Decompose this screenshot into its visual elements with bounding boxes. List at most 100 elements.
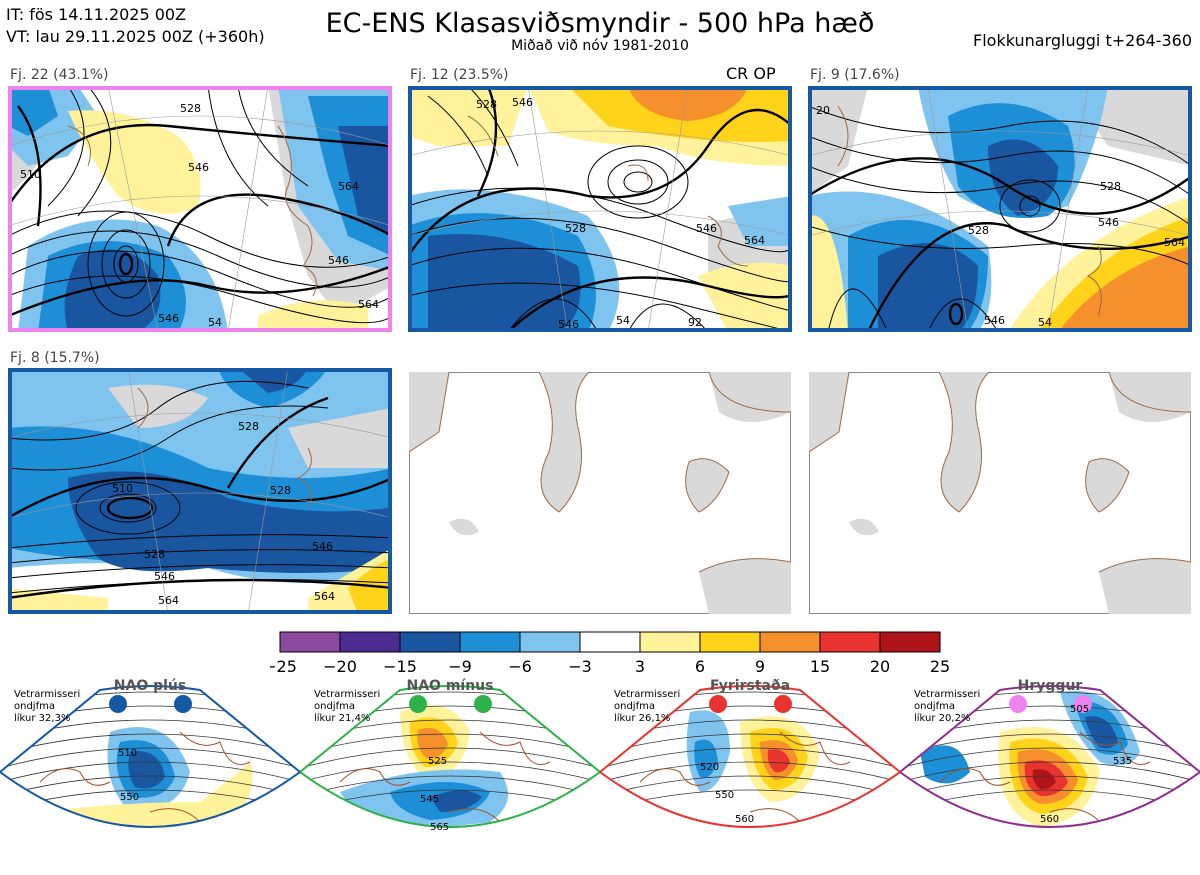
- regime-contour-label: 550: [715, 790, 734, 801]
- contour-label: 528: [968, 224, 989, 237]
- colorbar-swatch: [819, 631, 881, 653]
- contour-label: 528: [180, 102, 201, 115]
- regime-frame: [0, 685, 302, 828]
- contour-label: 546: [512, 96, 533, 109]
- contour-label: 528: [565, 222, 586, 235]
- anomaly-fill: [1085, 716, 1118, 749]
- colorbar-swatch: [459, 631, 521, 653]
- colorbar-tick-label: −6: [508, 657, 532, 676]
- contour-label: 564: [158, 594, 179, 607]
- contour-label: 528: [144, 548, 165, 561]
- cluster-map-2: 528 528 546 564 54 546 92 546: [408, 86, 792, 332]
- contour-label: 54: [1038, 316, 1052, 329]
- regime-frame: [598, 685, 902, 828]
- regime-name: Fyrirstaða: [710, 678, 790, 694]
- cluster-map-4: 510 528 546 564 546 528 528 564: [8, 368, 392, 614]
- regime-dot: [109, 695, 127, 713]
- regime-contour-label: 560: [1040, 814, 1059, 825]
- colorbar-swatch: [879, 631, 941, 653]
- colorbar-tick-label: −25: [270, 657, 297, 676]
- contour-label: 528: [238, 420, 259, 433]
- regime-note: ondjfma: [14, 701, 55, 712]
- cluster-map-1: 528 546 510 546 564 546 54 564: [8, 86, 392, 332]
- panel-frame: [8, 86, 392, 332]
- contour-label: 564: [358, 298, 379, 311]
- anomaly-fill: [430, 790, 482, 812]
- header-times: IT: fös 14.11.2025 00Z VT: lau 29.11.202…: [6, 4, 265, 48]
- anomaly-fill: [767, 749, 790, 773]
- contour-label: 546: [696, 222, 717, 235]
- regime-note: Vetrarmisseri: [314, 689, 380, 700]
- regime-frame: [898, 685, 1200, 828]
- regime-contour-label: 565: [430, 822, 449, 833]
- regime-panel: NAO mínus Vetrarmisseri ondjfma líkur 21,4%…: [298, 672, 602, 871]
- contour-label: 546: [158, 312, 179, 325]
- panel-3-label: Fj. 9 (17.6%): [810, 67, 900, 83]
- contour-label: 546: [1098, 216, 1119, 229]
- regime-contour-label: 505: [1070, 704, 1089, 715]
- colorbar-swatch: [519, 631, 581, 653]
- colorbar-tick-label: 20: [870, 657, 890, 676]
- contour-label: 510: [112, 482, 133, 495]
- colorbar-swatch: [579, 631, 641, 653]
- regime-note: ondjfma: [314, 701, 355, 712]
- anomaly-fill: [1032, 769, 1056, 790]
- contour-label: 546: [328, 254, 349, 267]
- colorbar-swatch: [699, 631, 761, 653]
- colorbar-swatch: [339, 631, 401, 653]
- colorbar-tick-label: 3: [635, 657, 645, 676]
- contour-label: 92: [688, 316, 702, 329]
- contour-label: 528: [270, 484, 291, 497]
- anomaly-fill: [417, 727, 448, 759]
- regime-frame: [298, 685, 602, 828]
- regime-contour-label: 520: [700, 762, 719, 773]
- panel-4-label: Fj. 8 (15.7%): [10, 350, 100, 366]
- colorbar-tick-label: 15: [810, 657, 830, 676]
- contour-label: 528: [476, 98, 497, 111]
- regime-note: líkur 20,2%: [914, 712, 970, 724]
- page-subtitle: Miðað við nóv 1981-2010: [511, 38, 689, 54]
- regime-contour-label: 510: [118, 748, 137, 759]
- regime-contour-label: 535: [1113, 756, 1132, 767]
- regime-contour-label: 550: [120, 792, 139, 803]
- regime-note: ondjfma: [914, 701, 955, 712]
- contour-label: 546: [984, 314, 1005, 327]
- contour-label: 564: [1164, 236, 1185, 249]
- cluster-map-3: 528 546 564 528 546 54 20: [808, 86, 1192, 332]
- panel-frame: [408, 86, 792, 332]
- colorbar-tick-label: 6: [695, 657, 705, 676]
- colorbar-swatch: [279, 631, 341, 653]
- regime-name: Hryggur: [1018, 678, 1083, 694]
- regime-dot: [774, 695, 792, 713]
- regime-note: líkur 21,4%: [314, 712, 370, 724]
- regime-name: NAO plús: [114, 678, 186, 694]
- valid-time: VT: lau 29.11.2025 00Z (+360h): [6, 27, 265, 46]
- regime-contour-label: 525: [428, 756, 447, 767]
- colorbar-tick-label: −20: [323, 657, 357, 676]
- regime-dot: [1009, 695, 1027, 713]
- regime-note: líkur 32,3%: [14, 712, 70, 724]
- contour-label: 564: [314, 590, 335, 603]
- colorbar-swatch: [759, 631, 821, 653]
- empty-map-5: [409, 372, 791, 614]
- regime-panel: Hryggur Vetrarmisseri ondjfma líkur 20,2% 50…: [898, 672, 1200, 871]
- regime-note: Vetrarmisseri: [614, 689, 680, 700]
- panel-frame: [808, 86, 1192, 332]
- page-title: EC-ENS Klasasviðsmyndir - 500 hPa hæð: [325, 8, 875, 39]
- contour-label: 54: [616, 314, 630, 327]
- regime-note: líkur 26,1%: [614, 712, 670, 724]
- initial-time: IT: fös 14.11.2025 00Z: [6, 5, 187, 24]
- contour-label: 54: [208, 316, 222, 329]
- regime-note: Vetrarmisseri: [14, 689, 80, 700]
- colorbar-tick-label: 25: [930, 657, 950, 676]
- contour-label: 510: [20, 168, 41, 181]
- regime-contour-label: 560: [735, 814, 754, 825]
- contour-label: 546: [312, 540, 333, 553]
- contour-label: 20: [816, 104, 830, 117]
- regime-name: NAO mínus: [407, 678, 494, 694]
- regime-note: Vetrarmisseri: [914, 689, 980, 700]
- colorbar-swatch: [639, 631, 701, 653]
- panel-1-label: Fj. 22 (43.1%): [10, 67, 109, 83]
- regime-dot: [174, 695, 192, 713]
- classification-window: Flokkunargluggi t+264-360: [973, 31, 1192, 50]
